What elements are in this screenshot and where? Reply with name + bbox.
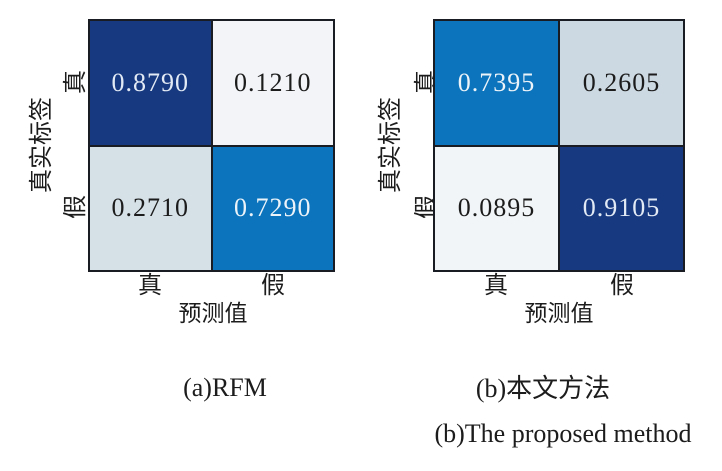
caption-b-english: (b)The proposed method — [434, 419, 692, 448]
matrix-b-cell-false-false: 0.9105 — [560, 146, 683, 270]
confusion-matrix-a: 0.8790 0.1210 0.2710 0.7290 — [88, 19, 335, 272]
matrix-b-cell-true-true: 0.7395 — [435, 21, 558, 145]
matrix-a-cell-true-false: 0.1210 — [212, 21, 333, 145]
x-axis-label-a: 预测值 — [178, 301, 248, 326]
col-tick-b-true: 真 — [484, 273, 508, 299]
row-tick-a-false: 假 — [63, 195, 89, 219]
matrix-a-cell-false-false: 0.7290 — [212, 146, 333, 270]
matrix-b-cell-false-true: 0.0895 — [435, 146, 558, 270]
y-axis-label-a: 真实标签 — [29, 97, 55, 193]
confusion-matrix-b: 0.7395 0.2605 0.0895 0.9105 — [433, 19, 685, 272]
caption-a: (a)RFM — [183, 373, 267, 402]
col-tick-b-false: 假 — [610, 273, 634, 299]
col-tick-a-true: 真 — [138, 273, 162, 299]
y-axis-label-b: 真实标签 — [378, 97, 404, 193]
x-axis-label-b: 预测值 — [524, 301, 594, 326]
col-tick-a-false: 假 — [261, 273, 285, 299]
row-tick-a-true: 真 — [63, 70, 89, 94]
caption-b: (b)本文方法 — [475, 374, 611, 403]
matrix-a-cell-false-true: 0.2710 — [90, 146, 211, 270]
matrix-a-cell-true-true: 0.8790 — [90, 21, 211, 145]
matrix-b-cell-true-false: 0.2605 — [560, 21, 683, 145]
